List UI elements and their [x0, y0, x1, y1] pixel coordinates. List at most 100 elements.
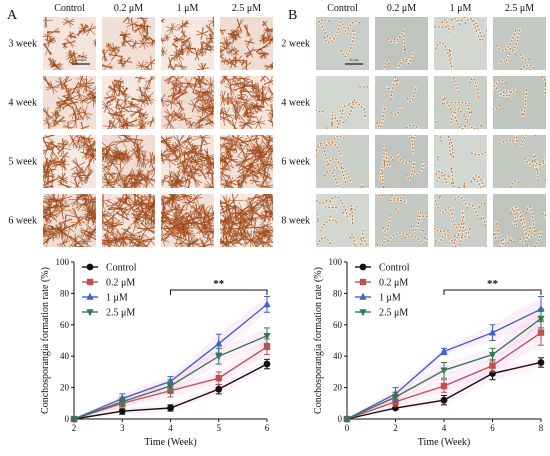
- data-point: [440, 396, 448, 404]
- series-c1: [343, 296, 545, 422]
- column-header: 2.5 μM: [232, 3, 261, 14]
- micrograph-image: [375, 135, 428, 188]
- data-point: [359, 292, 367, 300]
- series-c25: [70, 327, 271, 424]
- significance-bracket: **: [170, 278, 268, 295]
- data-point: [167, 404, 174, 412]
- scale-bar: 100 μm: [72, 58, 90, 65]
- micrograph-image: [43, 76, 96, 129]
- row-header: 4 week: [8, 98, 37, 109]
- panel-a-letter: A: [7, 8, 18, 23]
- micrograph-image: [220, 76, 273, 129]
- micrograph-image: [375, 194, 428, 247]
- x-axis-title: Time (Week): [418, 437, 470, 448]
- series-c25: [343, 308, 545, 424]
- legend: Control 0.2 μM 1 μM 2.5 μM: [355, 263, 410, 319]
- data-point: [215, 353, 223, 361]
- data-point: [86, 292, 94, 300]
- micrograph-image: [220, 194, 273, 247]
- y-tick-label: 80: [333, 288, 343, 298]
- micrograph-image: [316, 194, 369, 247]
- micrograph-image: [434, 76, 487, 129]
- data-point: [215, 374, 222, 382]
- scale-bar-label: 100 μm: [76, 58, 87, 62]
- panel-b-micrograph-grid: Control 0.2 μM 1 μM 2.5 μM 2 week 4 week 6 wee…: [281, 3, 546, 247]
- x-tick-label: 3: [120, 423, 125, 433]
- column-header: 1 μM: [177, 3, 199, 14]
- column-header: 0.2 μM: [114, 3, 143, 14]
- micrograph-image: [375, 76, 428, 129]
- legend-label: 2.5 μM: [379, 308, 408, 319]
- data-point: [118, 407, 126, 415]
- micrograph-image: [102, 17, 155, 70]
- micrograph-image: [434, 135, 487, 188]
- data-point: [488, 351, 497, 359]
- x-tick-label: 4: [168, 423, 173, 433]
- y-tick-label: 0: [338, 414, 343, 424]
- legend-label: Control: [106, 263, 137, 274]
- row-header: 4 week: [281, 98, 310, 109]
- significance-label: **: [487, 278, 499, 290]
- data-point: [86, 278, 94, 286]
- micrograph-image: [102, 76, 155, 129]
- data-point: [359, 278, 367, 286]
- micrograph-image: [434, 17, 487, 70]
- data-point: [118, 398, 126, 406]
- column-header: Control: [54, 3, 85, 14]
- data-point: [215, 339, 223, 347]
- micrograph-image: [493, 194, 546, 247]
- data-point: [86, 263, 94, 271]
- micrograph-image: [316, 135, 369, 188]
- legend-label: Control: [379, 263, 410, 274]
- scale-bar: 50 μm: [345, 58, 363, 65]
- micrograph-image: [43, 135, 96, 188]
- x-tick-label: 6: [490, 423, 495, 433]
- x-tick-label: 2: [393, 423, 398, 433]
- micrograph-image: [161, 135, 214, 188]
- row-header: 3 week: [8, 39, 37, 50]
- y-tick-label: 100: [56, 257, 70, 267]
- micrograph-image: [493, 17, 546, 70]
- y-tick-label: 40: [333, 351, 343, 361]
- data-point: [537, 329, 545, 336]
- micrograph-image: [43, 17, 96, 70]
- column-header: 1 μM: [450, 3, 472, 14]
- data-point: [537, 315, 545, 323]
- y-tick-label: 0: [65, 414, 70, 424]
- legend-label: 0.2 μM: [379, 278, 408, 289]
- data-point: [440, 367, 448, 375]
- data-point: [537, 304, 545, 312]
- data-point: [70, 416, 78, 424]
- data-point: [488, 328, 497, 336]
- y-tick-label: 60: [60, 320, 70, 330]
- micrograph-image: [102, 135, 155, 188]
- data-point: [166, 383, 175, 391]
- x-tick-label: 8: [539, 423, 544, 433]
- micrograph-image: [434, 194, 487, 247]
- legend-label: 1 μM: [379, 293, 401, 304]
- series-control: [70, 358, 271, 423]
- data-point: [489, 362, 496, 369]
- legend: Control 0.2 μM 1 μM 2.5 μM: [82, 263, 137, 319]
- micrograph-image: [220, 17, 273, 70]
- row-header: 2 week: [281, 39, 310, 50]
- legend-label: 1 μM: [106, 293, 128, 304]
- micrograph-image: [316, 76, 369, 129]
- panel-a-micrograph-grid: Control 0.2 μM 1 μM 2.5 μM 3 week 4 week 5 wee…: [8, 3, 273, 247]
- y-tick-label: 60: [333, 320, 343, 330]
- row-header: 6 week: [281, 157, 310, 168]
- data-point: [263, 343, 271, 350]
- data-point: [391, 394, 400, 402]
- micrograph-image: [220, 135, 273, 188]
- y-tick-label: 80: [60, 288, 70, 298]
- column-header: 0.2 μM: [387, 3, 416, 14]
- y-tick-label: 20: [60, 383, 70, 393]
- micrograph-image: [43, 194, 96, 247]
- micrograph-image: [102, 194, 155, 247]
- column-header: Control: [327, 3, 358, 14]
- series-control: [343, 357, 545, 423]
- significance-bracket: **: [443, 278, 542, 295]
- data-point: [440, 382, 448, 390]
- x-axis-title: Time (Week): [144, 437, 196, 448]
